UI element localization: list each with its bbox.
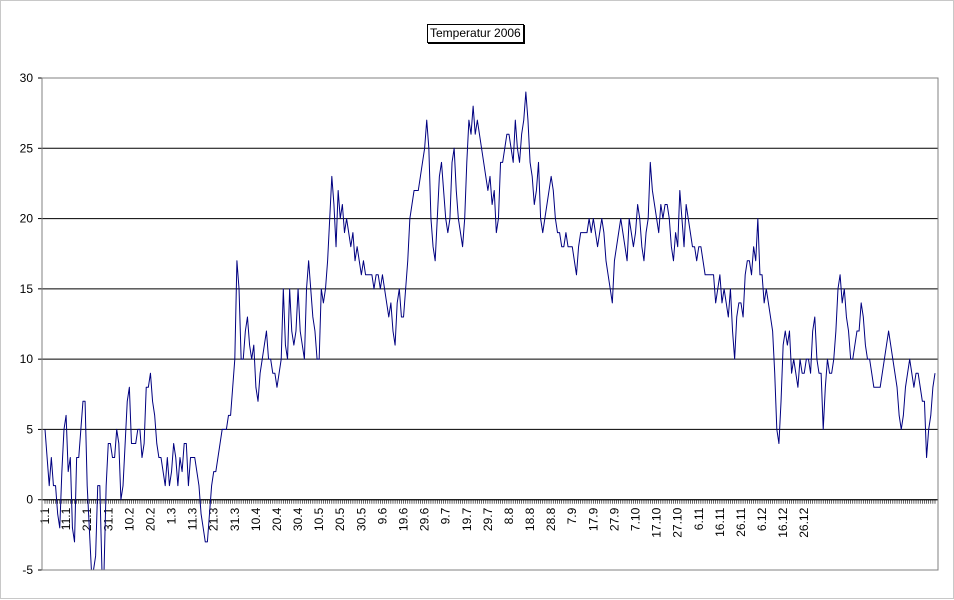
gridlines (42, 77, 938, 501)
x-tick-label: 26.11 (734, 507, 748, 536)
x-tick-label: 9.7 (439, 507, 453, 524)
x-tick-label: 18.8 (523, 507, 537, 531)
x-tick-label: 11.1 (59, 507, 73, 530)
x-tick-label: 31.3 (228, 507, 242, 531)
y-tick-label: 0 (26, 493, 33, 507)
x-tick-label: 10.5 (312, 507, 326, 531)
y-tick-label: 10 (20, 352, 34, 366)
x-tick-label: 29.6 (418, 507, 432, 531)
x-tick-label: 21.3 (207, 507, 221, 531)
x-tick-label: 6.12 (755, 507, 769, 531)
series-group (44, 91, 936, 571)
x-tick-label: 20.2 (143, 507, 157, 531)
x-tick-label: 11.3 (186, 507, 200, 530)
x-tick-label: 16.11 (713, 507, 727, 536)
x-tick-label: 30.4 (291, 507, 305, 531)
x-tick-label: 28.8 (544, 507, 558, 531)
x-tick-label: 1.1 (38, 507, 52, 524)
x-tick-label: 29.7 (481, 507, 495, 531)
x-tick-label: 26.12 (797, 507, 811, 537)
x-tick-label: 16.12 (776, 507, 790, 537)
x-tick-label: 27.9 (607, 507, 621, 531)
plot-frame (41, 77, 939, 571)
x-tick-label: 21.1 (80, 507, 94, 531)
x-tick-label: 10.4 (249, 507, 263, 531)
x-tick-label: 8.8 (502, 507, 516, 524)
y-tick-label: -5 (22, 563, 33, 577)
x-tick-label: 9.6 (375, 507, 389, 524)
y-tick-label: 20 (20, 212, 34, 226)
x-tick-label: 7.9 (565, 507, 579, 524)
x-tick-label: 20.5 (333, 507, 347, 531)
x-tick-label: 7.10 (629, 507, 643, 531)
y-tick-label: 5 (26, 422, 33, 436)
x-tick-label: 19.6 (397, 507, 411, 531)
y-tick-label: 15 (20, 282, 34, 296)
x-tick-label: 31.1 (101, 507, 115, 531)
y-axis: -5 0 5 10 15 20 25 30 (20, 71, 43, 577)
chart-title: Temperatur 2006 (427, 24, 524, 43)
temperature-series-line (44, 91, 936, 571)
x-tick-label: 17.10 (650, 507, 664, 537)
x-tick-label: 1.3 (165, 507, 179, 524)
x-tick-label: 17.9 (586, 507, 600, 531)
x-tick-label: 30.5 (354, 507, 368, 531)
x-tick-label: 27.10 (671, 507, 685, 537)
x-axis: 1.1 11.1 21.1 31.1 10.2 20.2 1.3 11.3 21.3 31.3 10… (38, 499, 938, 538)
y-tick-label: 25 (20, 141, 34, 155)
y-tick-label: 30 (20, 71, 34, 85)
x-tick-label: 10.2 (122, 507, 136, 531)
x-tick-label: 20.4 (270, 507, 284, 531)
x-tick-label: 6.11 (692, 507, 706, 530)
x-tick-label: 19.7 (460, 507, 474, 531)
